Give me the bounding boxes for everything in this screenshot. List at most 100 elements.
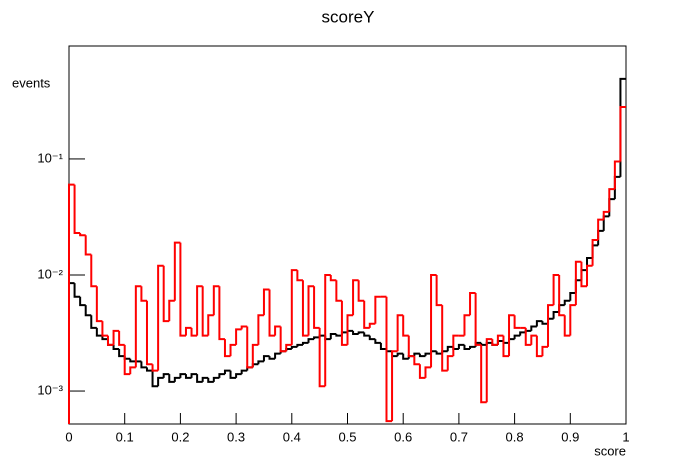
histogram-bin [418,353,426,358]
histogram-bin [162,265,170,323]
histogram-bin [190,327,198,337]
x-tick-label: 1 [622,429,629,444]
histogram-bin [257,314,264,345]
histogram-bin [591,239,599,266]
histogram-bin [112,344,120,351]
histogram-bin [368,335,376,341]
histogram-bin [95,286,103,323]
histogram-bin [240,369,248,375]
chart-title: scoreY [322,7,375,26]
histogram-bin [535,335,543,358]
histogram-bin [446,355,454,371]
histogram-bin [145,367,153,372]
histogram-bin [335,280,342,302]
histogram-bin [223,339,231,358]
histogram-bin [307,285,315,336]
y-tick-label: 10⁻² [37,266,63,281]
histogram-bin [129,366,136,375]
histogram-bin [441,305,448,372]
histogram-bin [396,314,404,352]
histogram-bin [151,364,159,372]
histogram-bin [268,356,276,360]
histogram-bin [279,326,287,353]
x-tick-label: 0.1 [116,429,134,444]
histogram-bin [262,355,270,362]
histogram-bin [357,280,365,302]
histogram-bin [184,374,192,379]
histogram-bin [301,341,309,345]
histogram-bin [235,373,242,378]
x-tick-label: 0.8 [506,429,524,444]
histogram-bin [530,334,537,345]
histogram-bin [463,344,471,351]
histogram-bin [346,314,354,345]
histogram-bin [84,305,92,317]
histogram-bin [435,351,443,355]
histogram-bin [173,241,181,301]
histogram-bin [469,345,476,350]
histogram-bin [173,376,181,382]
histogram-bin [374,339,381,344]
histogram-bin [229,370,237,379]
histogram-bin [95,327,103,337]
histogram-bin [140,361,147,369]
histogram-bin [513,315,521,329]
histogram-bin [552,310,560,319]
y-axis-label: events [12,75,51,90]
histogram-bin [496,334,504,345]
histogram-bin [530,325,537,331]
histogram-bin [574,260,582,306]
histogram-bin [106,335,114,346]
histogram-bin [435,274,443,307]
histogram-bin [608,188,615,212]
histogram-bin [352,279,359,316]
x-tick-label: 0 [65,429,72,444]
histogram-bin [201,376,209,382]
histogram-bin [73,184,81,235]
histogram-bin [218,373,225,378]
histogram-bin [580,261,588,288]
histogram-bin [179,373,186,378]
histogram-bin [168,299,175,322]
histogram-bin [535,320,543,327]
histogram-bin [73,283,81,298]
histogram-bin [68,183,75,424]
histogram-bin [296,343,303,347]
histogram-bin [402,315,409,337]
histogram-bin [363,300,370,329]
histogram-bin [552,273,560,306]
x-tick-label: 0.3 [227,429,245,444]
histogram-bin [90,315,97,329]
histogram-bin [547,304,554,347]
histogram-bin [424,352,432,357]
histogram-bin [79,233,86,237]
histogram-bin [184,326,192,336]
histogram-bin [569,291,576,301]
histogram-bin [418,364,426,379]
y-tick-label: 10⁻¹ [37,150,63,165]
histogram-bin [313,286,320,329]
histogram-bin [508,314,515,357]
histogram-bin [613,160,621,190]
histogram-bin [402,353,409,360]
x-tick-label: 0.7 [450,429,468,444]
histogram-bin [541,321,549,325]
histogram-bin [218,286,225,341]
histogram-bin [413,356,420,366]
histogram-bin [157,376,164,387]
histogram-bin [318,327,326,388]
histogram-bin [223,369,231,375]
x-tick-label: 0.6 [394,429,412,444]
histogram-bin [246,326,253,369]
histogram-bin [140,286,147,302]
histogram-bin [329,274,337,282]
histogram-bin [157,264,164,371]
histogram-bin [229,343,237,357]
histogram-bin [452,334,459,357]
histogram-bin [385,296,393,423]
histogram-bin [296,270,303,282]
histogram-bin [212,285,220,316]
histogram-bin [391,350,398,422]
histogram-bin [134,285,142,368]
